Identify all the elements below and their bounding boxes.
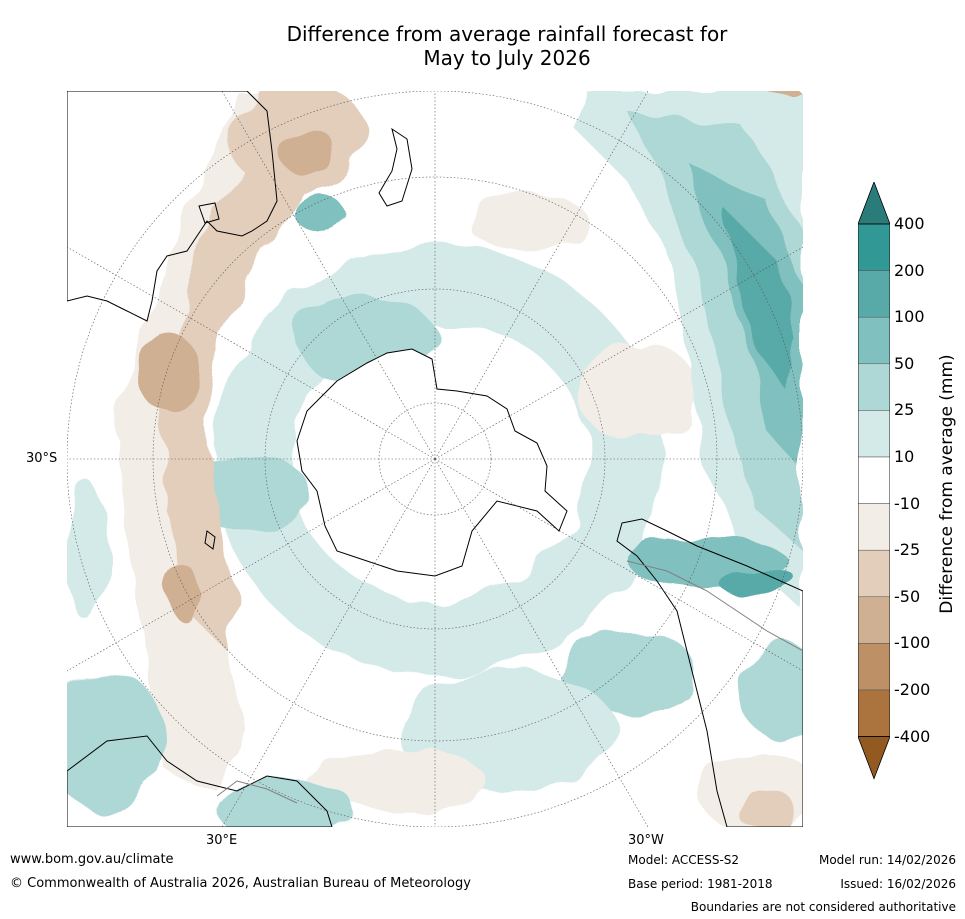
title-line-2: May to July 2026 (423, 46, 591, 70)
colorbar-label: Difference from average (mm) (937, 354, 957, 614)
colorbar-extend-min (858, 736, 890, 780)
anomaly-wet-patch (717, 567, 797, 595)
anomaly-wet-patch (742, 641, 803, 741)
anomaly-wet-patch (217, 781, 357, 827)
colorbar-outline (858, 223, 890, 737)
colorbar-tick-label: -25 (894, 540, 921, 560)
footer-disclaimer: Boundaries are not considered authoritat… (690, 900, 956, 914)
anomaly-dry-band-indian (117, 91, 297, 791)
anomaly-dry-patch (307, 751, 487, 811)
colorbar-bin (858, 316, 890, 365)
anomaly-wet-patch (727, 211, 797, 391)
colorbar-tick-label: 25 (894, 400, 915, 420)
anomaly-dry-patch (137, 331, 197, 411)
island-coastline (204, 530, 216, 550)
australia-coastline (67, 91, 278, 322)
country-border (216, 780, 298, 804)
anomaly-wet-patch (292, 193, 342, 229)
colorbar-tick-label: -10 (894, 493, 921, 513)
colorbar-bin (858, 503, 890, 551)
colorbar-tick-label: 400 (894, 214, 925, 233)
colorbar-bin (858, 689, 890, 737)
meridian (221, 458, 436, 827)
south-america-coastline (616, 518, 803, 827)
antarctica-coastline (296, 348, 568, 577)
anomaly-dry-patch (467, 191, 587, 251)
country-border (626, 560, 803, 652)
footer-model: Model: ACCESS-S2 (628, 853, 740, 867)
anomaly-dry-patch (577, 341, 697, 441)
colorbar-tick-label: -200 (894, 680, 931, 699)
latitude-label-30s: 30°S (26, 451, 58, 466)
new-zealand-coastline (378, 127, 413, 207)
anomaly-dry-patch (162, 131, 307, 651)
graticule (67, 91, 803, 827)
rainfall-map (67, 91, 803, 827)
colorbar-bin (858, 549, 890, 598)
anomaly-dry-patch (164, 565, 200, 617)
meridian (434, 458, 649, 827)
colorbar (858, 182, 890, 780)
title-line-1: Difference from average rainfall forecas… (286, 22, 728, 46)
latitude-circle (264, 288, 606, 630)
colorbar-tick-label: 50 (894, 353, 915, 373)
colorbar-tick-label: 10 (894, 447, 915, 466)
meridian (434, 91, 649, 460)
footer-model-run: Model run: 14/02/2026 (818, 853, 956, 867)
meridian (221, 91, 436, 460)
anomaly-dry-patch (737, 791, 797, 827)
anomaly-wet-patch (557, 631, 697, 711)
colorbar-tick-label: 100 (894, 307, 925, 327)
longitude-label-30w: 30°W (628, 833, 664, 848)
colorbar-tick-label: -100 (894, 633, 931, 653)
anomaly-wet-patch (67, 481, 107, 621)
anomaly-dry-patch (277, 129, 337, 173)
footer-copyright: © Commonwealth of Australia 2026, Austra… (10, 876, 471, 891)
colorbar-bin (858, 596, 890, 644)
meridian (434, 246, 803, 460)
footer-website: www.bom.gov.au/climate (10, 852, 174, 867)
footer-base-period: Base period: 1981-2018 (628, 877, 773, 891)
anomaly-wet-patch (67, 671, 167, 811)
africa-coastline (67, 735, 333, 827)
colorbar-bin (858, 643, 890, 691)
footer-issued: Issued: 16/02/2026 (840, 877, 956, 891)
colorbar-extend-max (858, 182, 890, 225)
colorbar-bin (858, 223, 890, 271)
colorbar-bin (858, 363, 890, 411)
meridian (67, 458, 436, 672)
colorbar-tick-label: -50 (894, 586, 921, 606)
tasmania-coastline (198, 202, 220, 224)
anomaly-wet-patch (687, 161, 803, 471)
colorbar-tick-label: -400 (894, 726, 931, 746)
longitude-label-30e: 30°E (206, 833, 238, 848)
meridian (67, 246, 436, 460)
colorbar-bin (858, 270, 890, 318)
colorbar-bin (858, 456, 890, 504)
latitude-circle (152, 176, 718, 742)
chart-title: Difference from average rainfall forecas… (0, 22, 965, 70)
colorbar-tick-label: 200 (894, 260, 925, 280)
meridian (434, 458, 803, 672)
colorbar-bin (858, 410, 890, 458)
